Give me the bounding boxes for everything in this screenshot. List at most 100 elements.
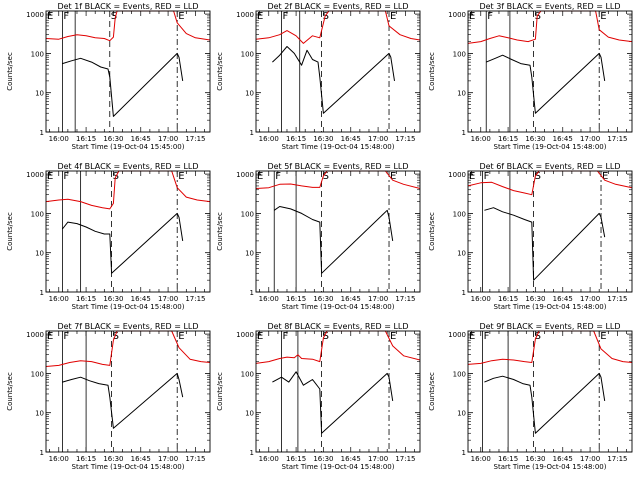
- marker-label-e1: E: [47, 331, 53, 342]
- panel-title: Det 5f BLACK = Events, RED = LLD: [267, 162, 408, 171]
- y-tick-label: 100: [31, 210, 44, 218]
- x-tick-label: 16:00: [471, 455, 491, 463]
- x-tick-label: 17:00: [368, 455, 388, 463]
- panel-det-5: Det 5f BLACK = Events, RED = LLD Counts/s…: [216, 162, 421, 311]
- x-tick-label: 16:15: [498, 135, 518, 143]
- marker-label-e2: E: [178, 331, 184, 342]
- y-tick-label: 1: [40, 129, 44, 137]
- panel-det-4: Det 4f BLACK = Events, RED = LLD Counts/s…: [6, 162, 211, 311]
- marker-label-f1: F: [487, 11, 493, 22]
- y-tick-label: 1: [462, 289, 466, 297]
- y-tick-label: 1000: [236, 11, 254, 19]
- y-tick-label: 100: [241, 50, 254, 58]
- panel-det-7: Det 7f BLACK = Events, RED = LLD Counts/s…: [6, 322, 211, 471]
- x-axis-label: Start Time (19-Oct-04 15:48:00): [282, 303, 395, 311]
- plot-frame: [255, 330, 421, 453]
- y-axis-label: Counts/sec: [428, 212, 436, 251]
- panel-det-8: Det 8f BLACK = Events, RED = LLD Counts/s…: [216, 322, 421, 471]
- y-tick-label: 10: [35, 250, 44, 258]
- panel-title: Det 9f BLACK = Events, RED = LLD: [479, 322, 620, 331]
- plot-frame: [45, 10, 211, 133]
- x-tick-label: 16:45: [131, 295, 151, 303]
- x-axis-label: Start Time (19-Oct-04 15:48:00): [72, 303, 185, 311]
- marker-label-e1: E: [469, 11, 475, 22]
- panel-title: Det 7f BLACK = Events, RED = LLD: [57, 322, 198, 331]
- marker-label-f1: F: [484, 331, 490, 342]
- x-axis-label: Start Time (19-Oct-04 15:48:00): [282, 463, 395, 471]
- y-tick-label: 100: [453, 370, 466, 378]
- series-events: [272, 46, 395, 114]
- y-tick-label: 10: [245, 410, 254, 418]
- y-axis-label: Counts/sec: [216, 52, 224, 91]
- x-tick-label: 16:15: [286, 295, 306, 303]
- marker-label-s: S: [113, 331, 119, 342]
- x-tick-label: 16:45: [131, 135, 151, 143]
- y-axis-label: Counts/sec: [428, 372, 436, 411]
- series-lld: [45, 170, 211, 210]
- panel-title: Det 8f BLACK = Events, RED = LLD: [267, 322, 408, 331]
- y-tick-label: 1: [40, 289, 44, 297]
- marker-label-f1: F: [484, 171, 490, 182]
- x-tick-label: 16:45: [341, 455, 361, 463]
- x-tick-label: 17:00: [580, 135, 600, 143]
- y-tick-label: 1: [462, 129, 466, 137]
- marker-label-s: S: [535, 331, 541, 342]
- series-lld: [45, 330, 211, 367]
- y-tick-label: 100: [241, 370, 254, 378]
- marker-label-s: S: [535, 11, 541, 22]
- y-axis-label: Counts/sec: [428, 52, 436, 91]
- x-tick-label: 17:00: [368, 135, 388, 143]
- x-tick-label: 16:15: [498, 455, 518, 463]
- series-lld: [255, 10, 421, 44]
- x-tick-label: 16:45: [553, 135, 573, 143]
- y-tick-label: 100: [453, 50, 466, 58]
- x-tick-label: 17:15: [607, 455, 627, 463]
- y-tick-label: 10: [35, 410, 44, 418]
- panel-det-9: Det 9f BLACK = Events, RED = LLD Counts/s…: [428, 322, 633, 471]
- x-axis-label: Start Time (19-Oct-04 15:48:00): [72, 463, 185, 471]
- y-tick-label: 10: [245, 250, 254, 258]
- y-tick-label: 10: [457, 90, 466, 98]
- x-tick-label: 16:45: [341, 295, 361, 303]
- y-axis-label: Counts/sec: [6, 212, 14, 251]
- panel-det-2: Det 2f BLACK = Events, RED = LLD Counts/s…: [216, 2, 421, 151]
- x-tick-label: 16:15: [76, 295, 96, 303]
- x-tick-label: 16:30: [103, 135, 123, 143]
- x-tick-label: 16:00: [49, 295, 69, 303]
- marker-label-f1: F: [283, 11, 289, 22]
- y-tick-label: 1: [250, 289, 254, 297]
- marker-label-e1: E: [257, 171, 263, 182]
- plot-frame: [45, 170, 211, 293]
- panel-title: Det 1f BLACK = Events, RED = LLD: [57, 2, 198, 11]
- y-tick-label: 1000: [448, 171, 466, 179]
- panel-det-3: Det 3f BLACK = Events, RED = LLD Counts/s…: [428, 2, 633, 151]
- x-tick-label: 17:15: [395, 135, 415, 143]
- x-tick-label: 16:30: [525, 455, 545, 463]
- y-tick-label: 10: [457, 410, 466, 418]
- x-tick-label: 17:00: [580, 295, 600, 303]
- y-tick-label: 1000: [236, 171, 254, 179]
- x-tick-label: 16:30: [103, 455, 123, 463]
- x-axis-label: Start Time (19-Oct-04 15:45:00): [72, 143, 185, 151]
- panel-det-6: Det 6f BLACK = Events, RED = LLD Counts/s…: [428, 162, 633, 311]
- x-axis-label: Start Time (19-Oct-04 15:48:00): [282, 143, 395, 151]
- y-tick-label: 1: [250, 129, 254, 137]
- x-tick-label: 17:15: [185, 135, 205, 143]
- marker-label-e2: E: [600, 11, 606, 22]
- y-tick-label: 10: [457, 250, 466, 258]
- x-tick-label: 17:15: [395, 295, 415, 303]
- y-tick-label: 1000: [26, 171, 44, 179]
- marker-label-e1: E: [47, 171, 53, 182]
- marker-label-e1: E: [469, 331, 475, 342]
- marker-label-f1: F: [283, 331, 289, 342]
- x-tick-label: 16:00: [471, 295, 491, 303]
- marker-label-e2: E: [390, 11, 396, 22]
- x-tick-label: 16:00: [49, 135, 69, 143]
- series-events: [484, 372, 606, 434]
- x-tick-label: 17:00: [158, 295, 178, 303]
- x-tick-label: 16:45: [341, 135, 361, 143]
- x-tick-label: 17:15: [185, 455, 205, 463]
- x-tick-label: 16:15: [286, 455, 306, 463]
- marker-label-e2: E: [390, 171, 396, 182]
